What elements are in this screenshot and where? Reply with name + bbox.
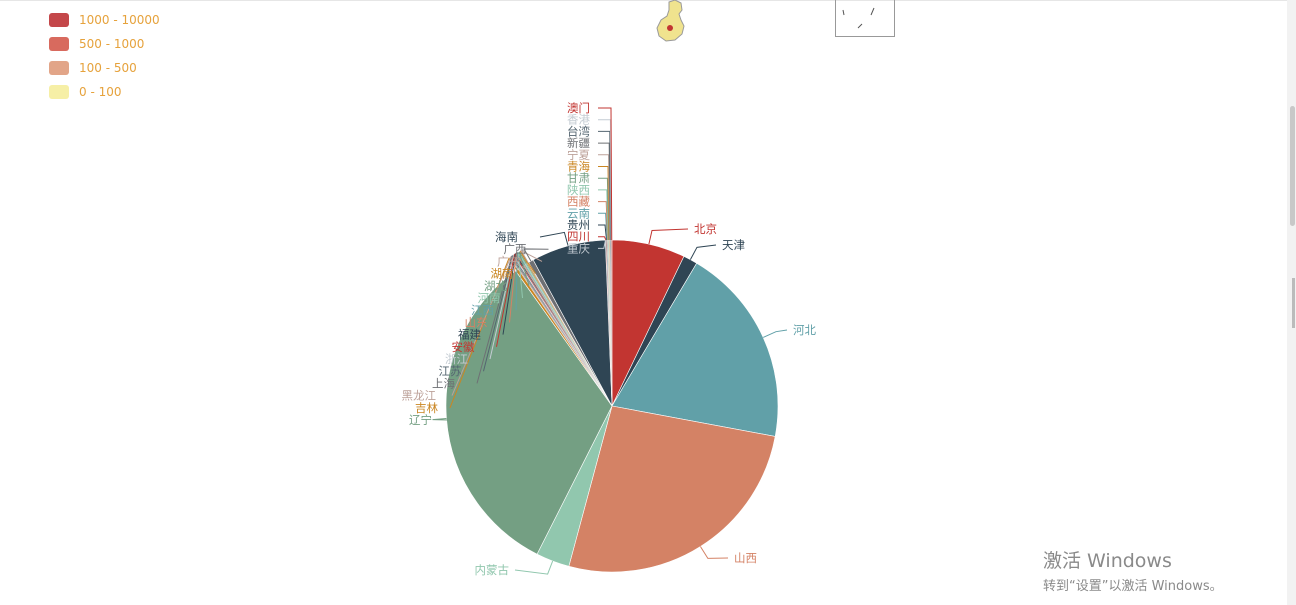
- label-line-黑龙江: [451, 256, 520, 396]
- label-line-澳门: [598, 107, 613, 241]
- windows-activation-watermark: 激活 Windows 转到“设置”以激活 Windows。: [1043, 546, 1223, 594]
- legend-swatch: [49, 37, 69, 51]
- label-line-辽宁: [432, 418, 449, 421]
- label-line-山东: [509, 252, 525, 323]
- label-line-新疆: [598, 142, 611, 241]
- slice-label-福建: 福建: [458, 328, 481, 342]
- watermark-title: 激活 Windows: [1043, 550, 1172, 572]
- legend-item-0-100[interactable]: 0 - 100: [49, 80, 160, 104]
- slice-label-江苏: 江苏: [439, 364, 462, 378]
- slice-label-湖南: 湖南: [491, 267, 514, 281]
- label-line-内蒙古: [514, 560, 554, 575]
- south-sea-inset: [835, 0, 895, 37]
- legend-label: 1000 - 10000: [79, 13, 160, 27]
- legend-swatch: [49, 61, 69, 75]
- legend-item-1000-10000[interactable]: 1000 - 10000: [49, 8, 160, 32]
- slice-label-江西: 江西: [471, 303, 494, 317]
- slice-label-云南: 云南: [567, 206, 590, 220]
- hainan-island-map: [656, 0, 685, 42]
- label-line-台湾: [598, 130, 612, 241]
- slice-label-贵州: 贵州: [567, 218, 590, 232]
- slice-label-山东: 山东: [465, 315, 488, 329]
- label-line-云南: [598, 212, 608, 241]
- slice-label-上海: 上海: [432, 376, 455, 390]
- legend-label: 0 - 100: [79, 85, 122, 99]
- legend-item-500-1000[interactable]: 500 - 1000: [49, 32, 160, 56]
- pie-slice-山西[interactable]: [568, 405, 776, 573]
- inset-islands: [842, 7, 875, 29]
- pie-slice-河北[interactable]: [611, 262, 779, 437]
- slice-label-重庆: 重庆: [567, 241, 590, 255]
- legend-item-100-500[interactable]: 100 - 500: [49, 56, 160, 80]
- legend-label: 500 - 1000: [79, 37, 145, 51]
- slice-label-内蒙古: 内蒙古: [475, 563, 510, 577]
- vertical-scrollbar[interactable]: [1287, 0, 1296, 605]
- slice-label-陕西: 陕西: [567, 183, 590, 197]
- label-line-广东: [519, 249, 543, 263]
- label-line-河南: [517, 252, 526, 299]
- pie-slice-辽宁[interactable]: [445, 270, 613, 555]
- label-line-湖南: [519, 250, 536, 274]
- slice-label-宁夏: 宁夏: [567, 148, 590, 162]
- label-line-福建: [502, 252, 524, 335]
- slice-label-四川: 四川: [567, 230, 590, 244]
- label-line-甘肃: [598, 177, 610, 241]
- slice-label-台湾: 台湾: [567, 124, 590, 138]
- slice-label-吉林: 吉林: [415, 401, 438, 415]
- label-line-北京: [648, 228, 689, 245]
- label-line-青海: [598, 166, 610, 241]
- slice-label-河南: 河南: [478, 291, 501, 305]
- slice-label-甘肃: 甘肃: [567, 171, 590, 185]
- slice-label-湖北: 湖北: [484, 279, 507, 293]
- slice-label-安徽: 安徽: [452, 340, 475, 354]
- slice-label-青海: 青海: [567, 160, 590, 174]
- slice-label-河北: 河北: [793, 323, 816, 337]
- label-line-湖北: [518, 251, 530, 286]
- legend-swatch: [49, 85, 69, 99]
- scrollbar-thumb[interactable]: [1290, 106, 1295, 226]
- slice-label-辽宁: 辽宁: [409, 413, 432, 427]
- legend-swatch: [49, 13, 69, 27]
- slice-label-西藏: 西藏: [567, 195, 590, 209]
- slice-label-广东: 广东: [497, 254, 520, 268]
- slice-label-香港: 香港: [567, 113, 590, 127]
- label-line-天津: [689, 244, 717, 260]
- label-line-香港: [598, 119, 612, 241]
- slice-label-新疆: 新疆: [567, 136, 590, 150]
- label-line-重庆: [598, 240, 607, 249]
- label-line-陕西: [598, 189, 609, 241]
- visual-map-legend: 1000 - 10000 500 - 1000 100 - 500 0 - 10…: [49, 8, 160, 104]
- label-line-海南: [539, 231, 569, 247]
- slice-label-黑龙江: 黑龙江: [402, 389, 437, 403]
- watermark-subtitle: 转到“设置”以激活 Windows。: [1043, 579, 1223, 594]
- label-line-四川: [598, 236, 607, 241]
- slice-label-海南: 海南: [495, 230, 518, 244]
- label-line-山西: [699, 546, 729, 559]
- top-divider: [0, 0, 1296, 1]
- label-line-西藏: [598, 201, 609, 241]
- label-line-河北: [762, 329, 788, 338]
- slice-label-北京: 北京: [694, 222, 717, 236]
- slice-label-广西: 广西: [504, 242, 527, 256]
- label-line-宁夏: [598, 154, 611, 241]
- slice-label-澳门: 澳门: [567, 101, 590, 115]
- label-line-浙江: [489, 254, 522, 360]
- label-line-贵州: [598, 224, 608, 241]
- legend-label: 100 - 500: [79, 61, 137, 75]
- slice-label-浙江: 浙江: [445, 352, 468, 366]
- slice-label-山西: 山西: [734, 551, 757, 565]
- label-line-广西: [523, 248, 549, 262]
- label-line-江苏: [483, 254, 521, 372]
- label-line-吉林: [449, 257, 518, 408]
- scrollbar-marker: [1292, 278, 1295, 328]
- slice-label-天津: 天津: [722, 238, 745, 252]
